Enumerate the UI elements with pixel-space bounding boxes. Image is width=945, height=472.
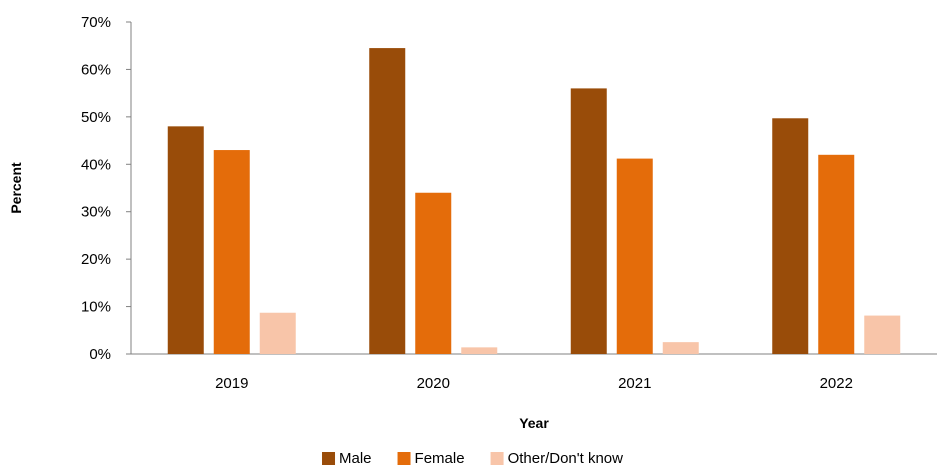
y-axis-ticks: 0% 10% 20% 30% 40% 50% 60% 70% <box>81 14 131 363</box>
y-tick-label: 30% <box>81 204 111 221</box>
x-tick-label: 2022 <box>820 375 853 392</box>
bar-other-don-t-know-2020 <box>461 347 498 354</box>
legend-swatch <box>490 452 504 465</box>
bar-other-don-t-know-2019 <box>259 312 296 354</box>
x-axis-ticks: 2019 2020 2021 2022 <box>215 375 853 392</box>
y-tick-label: 0% <box>89 346 111 363</box>
bars-group <box>167 48 901 355</box>
legend-label: Male <box>339 450 372 467</box>
bar-male-2019 <box>167 126 204 354</box>
legend-swatch <box>397 452 411 465</box>
x-tick-label: 2021 <box>618 375 651 392</box>
y-tick-label: 40% <box>81 156 111 173</box>
y-tick-label: 70% <box>81 14 111 31</box>
legend: Male Female Other/Don't know <box>322 450 623 467</box>
y-tick-label: 60% <box>81 61 111 78</box>
bar-male-2022 <box>772 118 809 354</box>
y-axis-title: Percent <box>8 162 24 214</box>
x-tick-label: 2020 <box>417 375 450 392</box>
bar-female-2019 <box>213 150 250 354</box>
x-tick-label: 2019 <box>215 375 248 392</box>
legend-label: Other/Don't know <box>508 450 624 467</box>
bar-male-2020 <box>369 48 406 354</box>
legend-swatch <box>322 452 336 465</box>
y-tick-label: 50% <box>81 109 111 126</box>
bar-female-2020 <box>415 192 452 354</box>
y-tick-label: 20% <box>81 251 111 268</box>
bar-female-2022 <box>818 154 855 354</box>
bar-other-don-t-know-2022 <box>864 315 901 354</box>
legend-label: Female <box>415 450 465 467</box>
x-axis-title: Year <box>519 415 549 431</box>
y-tick-label: 10% <box>81 299 111 316</box>
bar-male-2021 <box>570 88 607 355</box>
bar-other-don-t-know-2021 <box>662 342 699 354</box>
bar-female-2021 <box>616 158 653 354</box>
